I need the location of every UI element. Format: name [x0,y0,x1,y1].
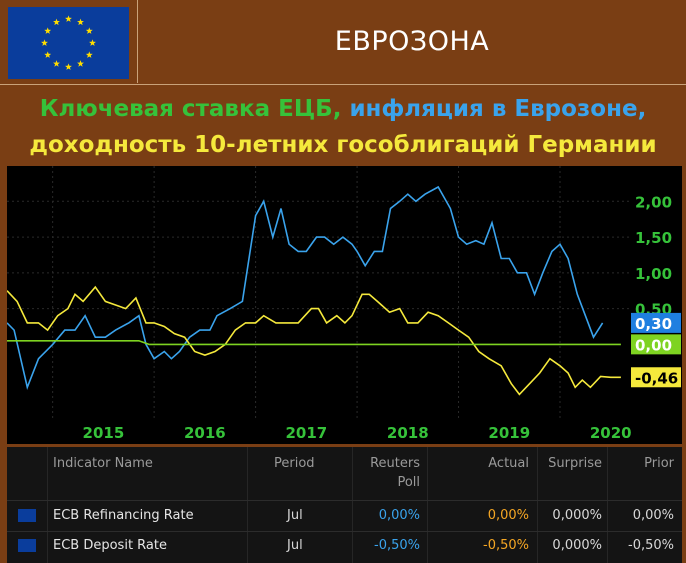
column-divider [352,447,353,563]
eu-star-icon [77,18,84,26]
eu-star-icon [53,18,60,26]
row-surprise: 0,000% [552,538,602,553]
row-surprise: 0,000% [552,508,602,523]
header-poll-line-1[interactable]: Reuters [370,456,420,471]
eu-star-icon [65,15,72,22]
row-period: Jul [287,508,303,523]
subtitle-ecb-rate: Ключевая ставка ЕЦБ, [39,96,342,122]
eu-star-icon [85,51,93,58]
eu-star-icon [41,39,48,46]
row-poll: 0,00% [378,508,420,523]
row-divider [7,500,682,501]
series-line-2 [7,340,621,346]
subtitle-box: Ключевая ставка ЕЦБ, инфляция в Еврозоне… [0,84,686,166]
row-indicator-name: ECB Deposit Rate [53,538,167,553]
indicator-table: Indicator Name Period Reuters Poll Actua… [7,447,682,563]
page-title: ЕВРОЗОНА [334,26,490,57]
eu-star-icon [65,63,72,70]
x-tick-label: 2018 [387,424,429,442]
y-tick-label: 2,00 [635,193,672,211]
row-actual: -0,50% [483,538,529,553]
row-prior: -0,50% [628,538,674,553]
x-tick-label: 2019 [488,424,530,442]
x-tick-label: 2020 [590,424,632,442]
x-tick-label: 2017 [285,424,327,442]
eu-star-icon [44,51,52,58]
column-divider [427,447,428,563]
eu-star-icon [44,27,52,34]
eu-star-icon [77,60,84,67]
row-actual: 0,00% [487,508,529,523]
y-tick-label: 1,00 [635,265,672,283]
eu-star-icon [53,60,60,67]
subtitle-line-2: доходность 10-летних гособлигаций Герман… [29,132,657,158]
last-value-label: 0,30 [635,315,672,333]
row-indicator-name: ECB Refinancing Rate [53,508,194,523]
x-tick-label: 2016 [184,424,226,442]
subtitle-inflation: инфляция в Еврозоне, [341,96,647,122]
header-surprise[interactable]: Surprise [548,456,602,471]
header-indicator[interactable]: Indicator Name [53,456,153,471]
header-period[interactable]: Period [274,456,315,471]
header-prior[interactable]: Prior [644,456,674,471]
last-value-badge [631,312,681,333]
last-value-label: 0,00 [635,336,672,354]
x-axis-strip [7,418,629,444]
column-divider [247,447,248,563]
x-tick-label: 2015 [83,424,125,442]
series-line-0 [6,185,604,390]
column-divider [47,447,48,563]
eu-flag-small-icon [18,539,36,552]
title-box: ЕВРОЗОНА [137,0,686,83]
series-line-1 [6,285,621,396]
row-divider [7,531,682,532]
subtitle-line-1: Ключевая ставка ЕЦБ, инфляция в Еврозоне… [0,96,686,122]
column-divider [537,447,538,563]
eu-flag-small-icon [18,509,36,522]
row-poll: -0,50% [374,538,420,553]
last-value-badge [631,334,681,355]
row-prior: 0,00% [632,508,674,523]
y-tick-label: 1,50 [635,229,672,247]
header-flag-area [0,0,137,83]
eu-star-icon [89,39,96,46]
header-actual[interactable]: Actual [488,456,529,471]
header-poll-line-2[interactable]: Poll [397,475,420,490]
row-period: Jul [287,538,303,553]
last-value-label: -0,46 [635,369,678,387]
chart-panel: 2,00 1,50 1,00 0,50 0,30 -0,46 0,00 2015 2016 201… [6,166,682,444]
eu-star-icon [85,27,93,34]
eu-flag-icon [8,7,129,79]
column-divider [607,447,608,563]
last-value-badge [631,367,681,388]
